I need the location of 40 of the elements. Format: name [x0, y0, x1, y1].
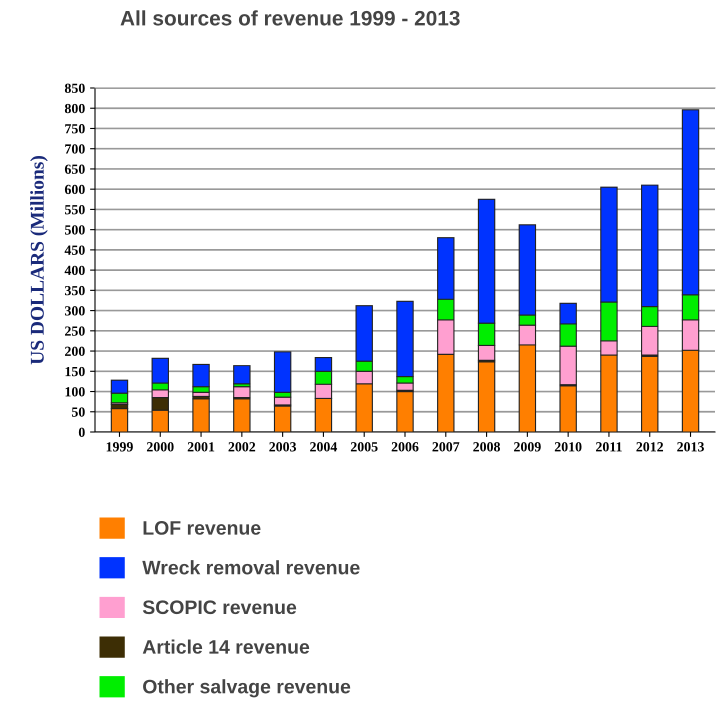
y-tick-label: 650: [64, 164, 85, 174]
x-tick-label: 2004: [310, 442, 338, 452]
y-tick-label: 300: [64, 306, 85, 316]
x-tick-label: 2010: [554, 442, 582, 452]
x-tick-label: 2008: [473, 442, 500, 452]
legend-label: Other salvage revenue: [143, 679, 350, 698]
y-tick-label: 100: [66, 387, 85, 396]
y-tick-label: 200: [65, 346, 85, 356]
x-tick-label: 2001: [188, 442, 214, 452]
y-tick-label: 50: [72, 407, 85, 417]
x-tick-label: 2005: [350, 442, 378, 452]
y-axis-title: US DOLLARS (Millions): [30, 156, 48, 364]
y-tick-label: 850: [64, 84, 85, 93]
x-tick-label: 2003: [269, 442, 296, 452]
x-tick-label: 2012: [636, 442, 664, 452]
x-tick-label: 2011: [596, 442, 622, 452]
legend-label: LOF revenue: [144, 521, 260, 535]
x-tick-label: 2009: [514, 442, 541, 452]
x-tick-label: 2006: [392, 442, 418, 452]
y-tick-label: 600: [64, 184, 85, 194]
legend-label: Article 14 revenue: [142, 640, 310, 654]
y-tick-label: 450: [64, 245, 85, 255]
legend-label: SCOPIC revenue: [142, 600, 296, 614]
y-tick-label: 700: [65, 144, 85, 154]
y-tick-label: 350: [64, 286, 85, 296]
legend-label: Wreck removal revenue: [142, 560, 360, 574]
y-tick-label: 800: [64, 104, 85, 114]
x-tick-label: 2002: [228, 442, 256, 452]
y-tick-label: 250: [65, 326, 85, 336]
y-tick-label: 550: [65, 204, 85, 214]
y-tick-label: 750: [65, 124, 85, 134]
y-tick-label: 0: [78, 428, 85, 437]
chart-title: All sources of revenue 1999 - 2013: [120, 10, 460, 26]
x-tick-label: 2013: [677, 442, 704, 452]
x-tick-label: 1999: [106, 442, 133, 452]
x-tick-label: 2000: [146, 442, 174, 452]
y-tick-label: 150: [66, 366, 85, 376]
y-tick-label: 400: [64, 266, 85, 276]
x-tick-label: 2007: [432, 442, 460, 452]
y-tick-label: 500: [65, 225, 85, 235]
